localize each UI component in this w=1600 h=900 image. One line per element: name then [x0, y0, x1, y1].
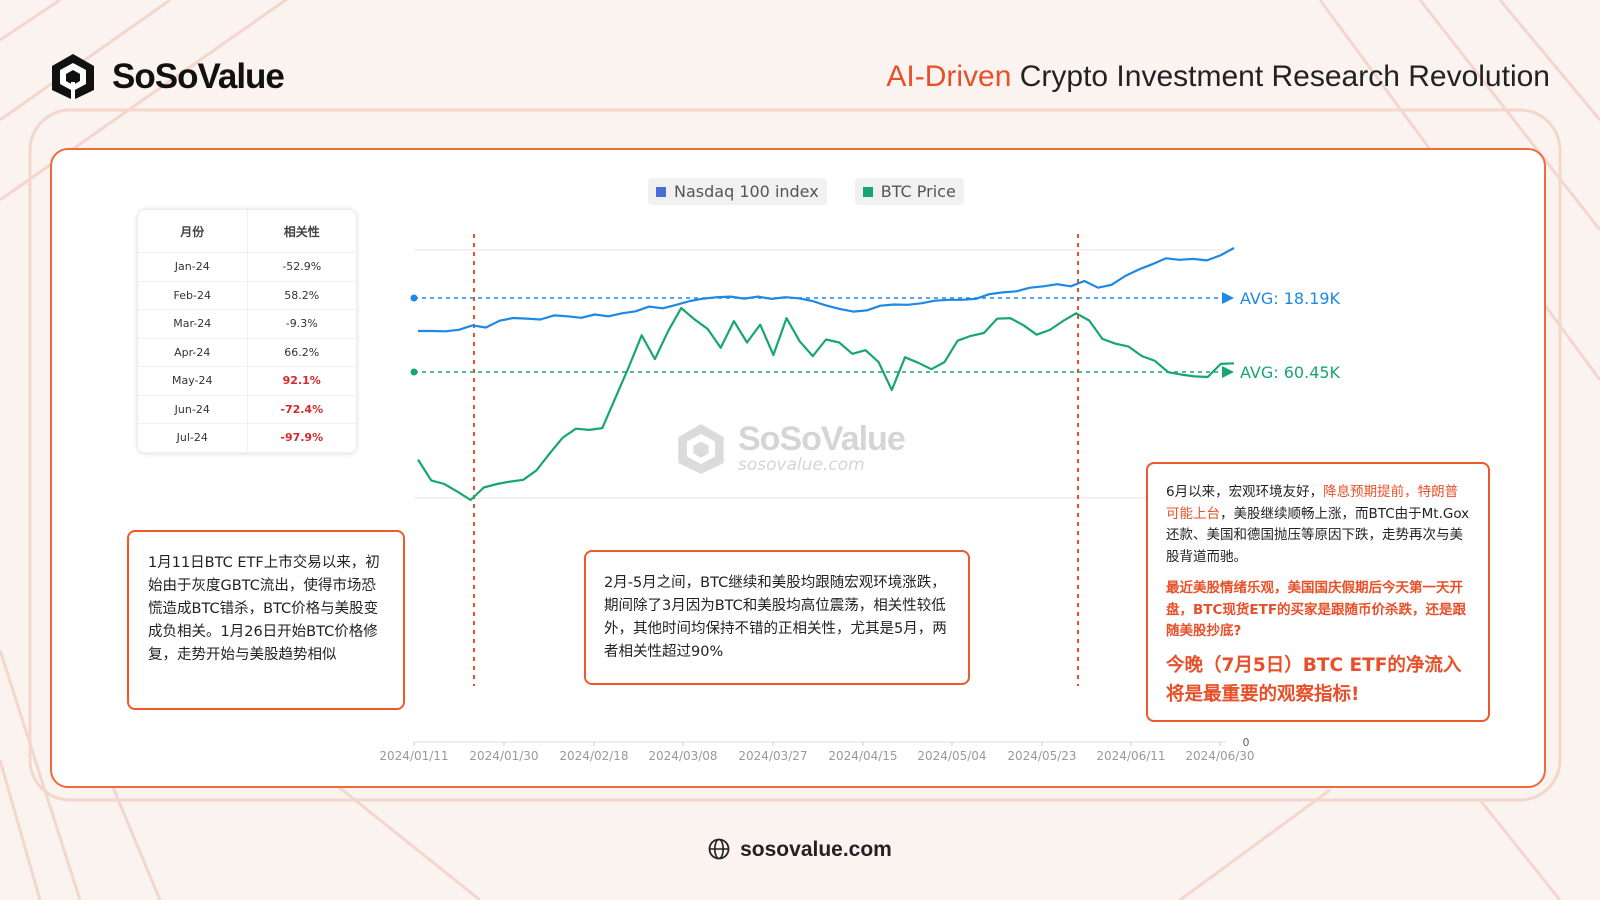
table-row: Jan-24 -52.9%: [138, 252, 356, 282]
table-cell-correlation: -97.9%: [247, 423, 356, 453]
table-row: Jun-24 -72.4%: [138, 395, 356, 424]
table-header-month: 月份: [138, 210, 248, 253]
annotation-june-part1: 6月以来，宏观环境友好，: [1166, 484, 1324, 500]
legend-swatch-btc: [862, 186, 873, 197]
table-cell-month: Mar-24: [138, 309, 248, 339]
legend-item-nasdaq[interactable]: Nasdaq 100 index: [648, 178, 827, 205]
table-cell-correlation: -72.4%: [247, 395, 356, 424]
table-row: Apr-24 66.2%: [138, 338, 356, 367]
annotation-june-part3: ，美股继续顺畅上涨，而BTC由于Mt.Gox 还款、美国和德国抛压等原因下跌，走…: [1166, 505, 1470, 565]
table-header-correlation: 相关性: [247, 210, 356, 253]
table-cell-correlation: -52.9%: [247, 252, 356, 282]
annotation-box-june: 6月以来，宏观环境友好，降息预期提前，特朗普可能上台，美股继续顺畅上涨，而BTC…: [1146, 462, 1490, 722]
table-row: Jul-24 -97.9%: [138, 423, 356, 453]
table-cell-month: Apr-24: [138, 338, 248, 367]
legend-swatch-nasdaq: [656, 186, 666, 197]
tagline-highlight: AI-Driven: [886, 60, 1012, 93]
table-row: Feb-24 58.2%: [138, 281, 356, 310]
correlation-table: 月份 相关性 Jan-24 -52.9% Feb-24 58.2% Mar-24 -9.3…: [138, 210, 356, 453]
table-cell-month: Jul-24: [138, 423, 248, 453]
table-cell-month: Jan-24: [138, 252, 248, 282]
watermark: SoSoValue sosovalue.com: [676, 420, 906, 476]
tagline: AI-Driven Crypto Investment Research Rev…: [886, 60, 1550, 94]
globe-icon: [708, 838, 730, 860]
chart-legend: Nasdaq 100 index BTC Price: [648, 178, 964, 205]
brand-name: SoSoValue: [112, 57, 285, 96]
table-cell-month: Feb-24: [138, 281, 248, 310]
table-row: Mar-24 -9.3%: [138, 309, 356, 339]
watermark-name: SoSoValue: [738, 420, 906, 458]
table-cell-month: Jun-24: [138, 395, 248, 424]
annotation-box-january: 1月11日BTC ETF上市交易以来，初始由于灰度GBTC流出，使得市场恐慌造成…: [127, 530, 405, 710]
annotation-feb-may-text: 2月-5月之间，BTC继续和美股均跟随宏观环境涨跌，期间除了3月因为BTC和美股…: [604, 575, 947, 660]
footer-url[interactable]: sosovalue.com: [740, 838, 892, 861]
table-row: May-24 92.1%: [138, 366, 356, 396]
annotation-january-text: 1月11日BTC ETF上市交易以来，初始由于灰度GBTC流出，使得市场恐慌造成…: [148, 555, 380, 663]
annotation-june-key-indicator: 今晚（7月5日）BTC ETF的净流入将是最重要的观察指标!: [1166, 654, 1462, 705]
watermark-logo-icon: [678, 424, 724, 474]
table-cell-correlation: -9.3%: [247, 309, 356, 339]
legend-item-btc[interactable]: BTC Price: [854, 178, 964, 205]
table-cell-correlation: 66.2%: [247, 338, 356, 367]
table-cell-month: May-24: [138, 366, 248, 396]
annotation-june-outlook: 最近美股情绪乐观，美国国庆假期后今天第一天开盘，BTC现货ETF的买家是跟随币价…: [1166, 580, 1467, 639]
table-cell-correlation: 58.2%: [247, 281, 356, 310]
annotation-box-feb-may: 2月-5月之间，BTC继续和美股均跟随宏观环境涨跌，期间除了3月因为BTC和美股…: [584, 550, 970, 685]
sosovalue-logo-icon: [52, 54, 94, 100]
table-cell-correlation: 92.1%: [247, 366, 356, 396]
watermark-url: sosovalue.com: [738, 455, 865, 475]
annotation-june-paragraph: 6月以来，宏观环境友好，降息预期提前，特朗普可能上台，美股继续顺畅上涨，而BTC…: [1166, 482, 1470, 568]
brand-logo: SoSoValue: [50, 52, 285, 102]
footer: sosovalue.com: [0, 838, 1600, 862]
legend-label-nasdaq: Nasdaq 100 index: [674, 182, 819, 201]
annotation-june-highlight: 降息预期提前，特朗普可能上台: [1166, 484, 1459, 522]
legend-label-btc: BTC Price: [880, 182, 956, 201]
tagline-rest: Crypto Investment Research Revolution: [1011, 60, 1550, 93]
